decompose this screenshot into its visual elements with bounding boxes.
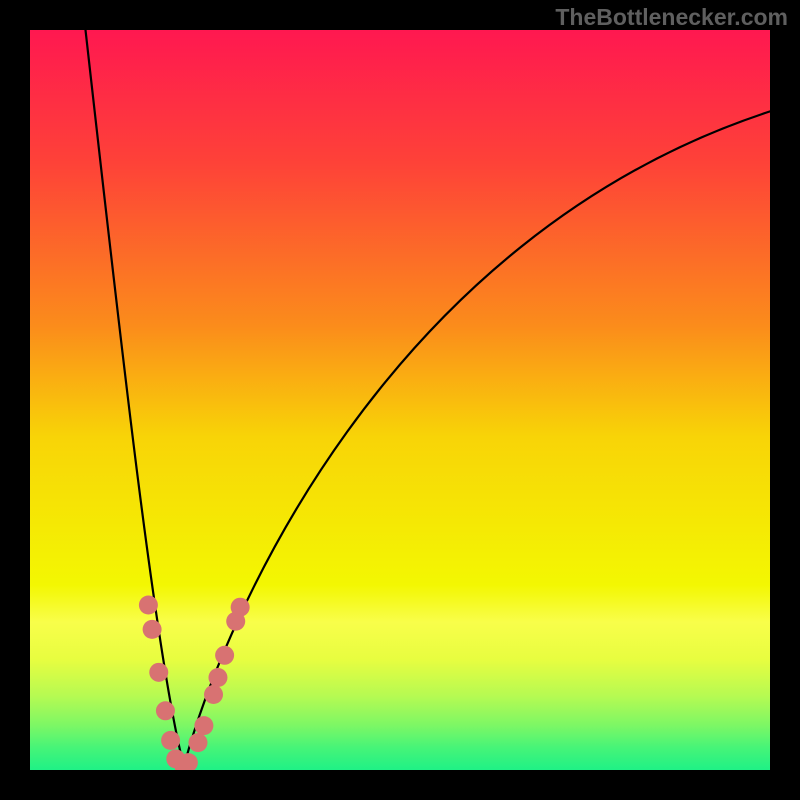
data-marker xyxy=(143,620,162,639)
data-marker xyxy=(204,685,223,704)
data-marker xyxy=(208,668,227,687)
chart-frame: TheBottlenecker.com xyxy=(0,0,800,800)
data-marker xyxy=(161,731,180,750)
data-marker xyxy=(149,663,168,682)
data-marker xyxy=(231,598,250,617)
plot-area xyxy=(30,30,770,770)
data-marker xyxy=(188,733,207,752)
plot-background xyxy=(30,30,770,770)
data-marker xyxy=(156,701,175,720)
watermark-text: TheBottlenecker.com xyxy=(555,4,788,31)
data-marker xyxy=(194,716,213,735)
data-marker xyxy=(139,595,158,614)
data-marker xyxy=(215,646,234,665)
